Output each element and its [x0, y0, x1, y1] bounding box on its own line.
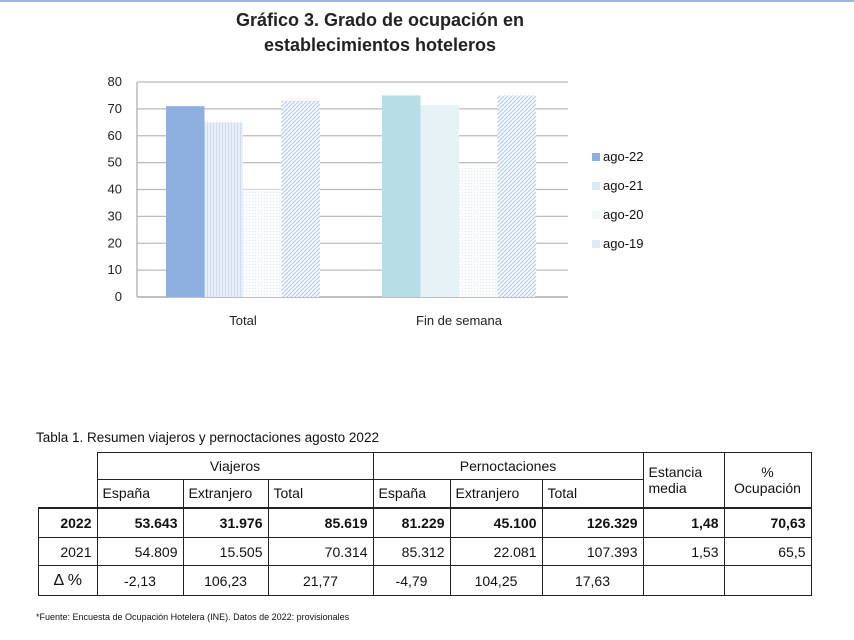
table-cell: 81.229 [372, 506, 451, 538]
legend-item-ago-22: ago-22 [592, 149, 643, 164]
subheader: Extranjero [182, 479, 269, 508]
table-caption: Tabla 1. Resumen viajeros y pernoctacion… [36, 430, 379, 445]
table-cell: 53.643 [96, 506, 184, 538]
legend-swatch [592, 181, 600, 190]
y-tick-label: 40 [108, 182, 122, 197]
table-cell: 1,48 [642, 506, 725, 538]
y-tick-label: 70 [108, 101, 122, 116]
legend-label: ago-22 [603, 149, 644, 164]
header-estancia-media: Estancia media [642, 452, 725, 508]
table-cell: 70.314 [267, 537, 374, 566]
table-cell: 17,63 [541, 565, 644, 596]
table-cell: 22.081 [449, 537, 543, 566]
table-cell: 65,5 [723, 537, 812, 566]
bar-ago-22-fin-de-semana [382, 95, 421, 297]
table-cell: 126.329 [541, 506, 644, 538]
subheader: Extranjero [449, 479, 543, 508]
table-cell: 54.809 [96, 537, 184, 566]
header-ocupacion: % Ocupación [723, 452, 812, 508]
table-cell [642, 565, 725, 596]
table-row: Δ % -2,13 106,23 21,77 -4,79 104,25 17,63 [38, 565, 812, 596]
x-tick-label: Fin de semana [416, 313, 503, 328]
subheader: Total [267, 479, 374, 508]
legend-swatch [592, 152, 600, 161]
header-pernoctaciones: Pernoctaciones [372, 452, 644, 480]
legend-swatch [592, 210, 600, 219]
top-border [0, 0, 854, 2]
x-tick-label: Total [229, 313, 257, 328]
table-row: 2021 54.809 15.505 70.314 85.312 22.081 107.39… [38, 537, 812, 566]
corner-cell [39, 453, 98, 480]
bar-ago-19-fin-de-semana [497, 95, 536, 297]
table-cell: 21,77 [267, 565, 374, 596]
bar-ago-19-total [281, 100, 320, 297]
row-label: 2022 [38, 506, 98, 538]
row-label: 2021 [38, 537, 98, 566]
header-viajeros: Viajeros [96, 452, 374, 480]
chart-title-line-2: establecimientos hoteleros [263, 35, 497, 55]
table-cell: 107.393 [541, 537, 644, 566]
table-cell: 70,63 [723, 506, 812, 538]
legend-item-ago-20: ago-20 [592, 207, 643, 222]
legend-item-ago-19: ago-19 [592, 236, 643, 251]
chart-title-line-1: Gráfico 3. Grado de ocupación en [235, 10, 525, 30]
y-tick-label: 20 [108, 235, 122, 250]
legend-swatch [592, 239, 600, 248]
table-cell: 104,25 [449, 565, 543, 596]
y-tick-label: 0 [115, 289, 122, 304]
table-cell: 85.312 [372, 537, 451, 566]
legend-label: ago-21 [603, 178, 644, 193]
subheader: España [96, 479, 184, 508]
table-cell: 15.505 [182, 537, 269, 566]
legend-label: ago-19 [603, 236, 644, 251]
summary-table: Viajeros Pernoctaciones Estancia media % O… [38, 452, 812, 596]
bar-ago-21-fin-de-semana [420, 105, 459, 297]
legend-label: ago-20 [603, 207, 644, 222]
table-cell: 45.100 [449, 506, 543, 538]
legend-item-ago-21: ago-21 [592, 178, 643, 193]
bar-chart: 0 10 20 30 40 50 60 70 80 Total Fin de semana [108, 74, 568, 328]
table-cell: 31.976 [182, 506, 269, 538]
table-row: 2022 53.643 31.976 85.619 81.229 45.100 126.32… [38, 506, 812, 538]
row-label: Δ % [38, 565, 98, 596]
bar-ago-20-total [243, 189, 282, 297]
y-tick-label: 30 [108, 208, 122, 223]
y-tick-label: 60 [108, 128, 122, 143]
table-cell: 106,23 [182, 565, 269, 596]
footnote: *Fuente: Encuesta de Ocupación Hotelera … [36, 612, 350, 622]
table-cell: -4,79 [372, 565, 451, 596]
table-cell: 85.619 [267, 506, 374, 538]
bar-ago-21-total [204, 122, 243, 297]
subheader: Total [541, 479, 644, 508]
table-cell [723, 565, 812, 596]
bar-ago-22-total [166, 106, 205, 297]
subheader: España [372, 479, 451, 508]
y-tick-label: 80 [108, 74, 122, 89]
bar-ago-20-fin-de-semana [459, 168, 498, 297]
y-tick-label: 10 [108, 262, 122, 277]
table-cell: -2,13 [96, 565, 184, 596]
table-cell: 1,53 [642, 537, 725, 566]
y-tick-label: 50 [108, 155, 122, 170]
